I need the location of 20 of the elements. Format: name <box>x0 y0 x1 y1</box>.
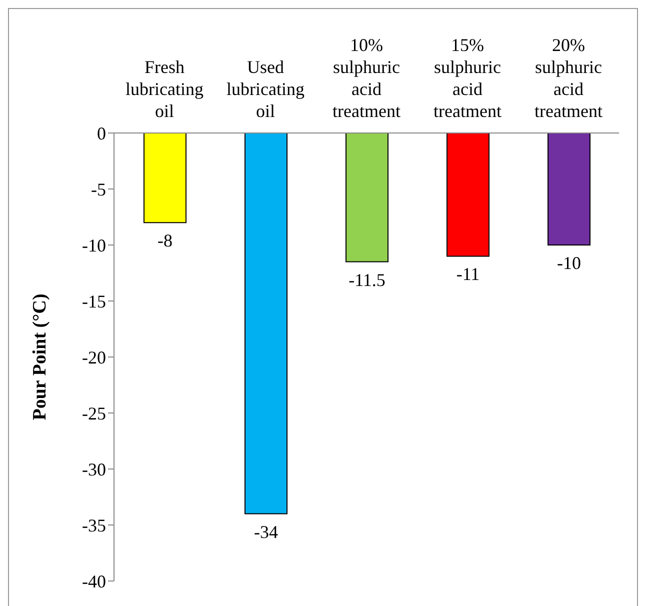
y-tick-label: -30 <box>82 459 106 480</box>
data-label: -11 <box>456 264 480 284</box>
y-tick-label: -5 <box>91 179 106 200</box>
data-label: -10 <box>557 253 581 273</box>
data-label: -8 <box>158 230 172 251</box>
y-tick-label: -15 <box>82 291 106 312</box>
y-tick-label: -35 <box>82 515 106 536</box>
x-tick-label: 20% sulphuric acid treatment <box>534 35 602 121</box>
x-tick-label: Fresh lubricating oil <box>126 57 204 121</box>
y-axis-title: Pour Point (°C) <box>30 294 51 420</box>
y-tick-label: 0 <box>97 123 106 144</box>
y-tick-label: -20 <box>82 347 106 368</box>
y-tick-label: -25 <box>82 403 106 424</box>
x-tick-label: 10% sulphuric acid treatment <box>332 35 400 121</box>
x-tick-label: Used lubricating oil <box>226 57 304 121</box>
x-tick-label: 15% sulphuric acid treatment <box>434 35 502 121</box>
y-tick-label: -40 <box>82 571 106 592</box>
data-label: -11.5 <box>348 270 386 290</box>
data-label: -34 <box>254 522 278 542</box>
y-tick-label: -10 <box>82 235 106 256</box>
